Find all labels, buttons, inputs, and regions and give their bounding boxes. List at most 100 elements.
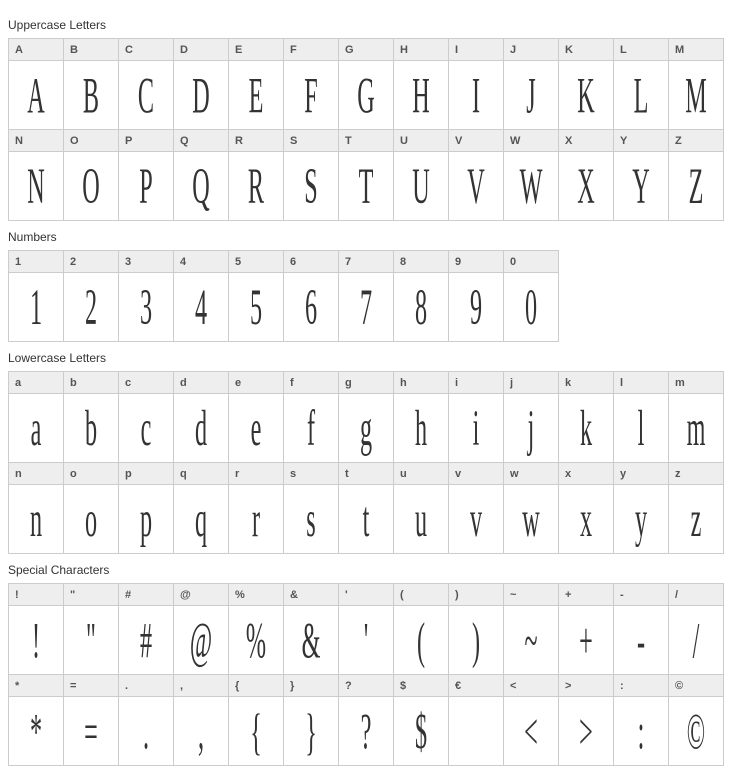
glyph-cell: ww — [503, 462, 559, 554]
glyph-cell-glyph: + — [571, 601, 601, 679]
glyph-cell-glyph: u — [406, 480, 436, 558]
glyph-cell: OO — [63, 129, 119, 221]
glyph-cell: (( — [393, 583, 449, 675]
glyph-cell: gg — [338, 371, 394, 463]
glyph-cell: DD — [173, 38, 229, 130]
glyph-cell-glyph: a — [21, 389, 51, 467]
glyph-cell: RR — [228, 129, 284, 221]
glyph-cell: rr — [228, 462, 284, 554]
glyph-cell-glyph: . — [131, 692, 161, 770]
glyph-cell: -- — [613, 583, 669, 675]
glyph-cell-glyph: 9 — [461, 268, 491, 346]
glyph-cell: UU — [393, 129, 449, 221]
glyph-cell: SS — [283, 129, 339, 221]
glyph-cell-glyph: & — [296, 601, 326, 679]
glyph-cell: ii — [448, 371, 504, 463]
glyph-cell-glyph: i — [461, 389, 491, 467]
glyph-cell-glyph: G — [351, 56, 381, 134]
glyph-cell: FF — [283, 38, 339, 130]
glyph-cell-glyph: F — [296, 56, 326, 134]
glyph-cell: 11 — [8, 250, 64, 342]
glyph-cell: 99 — [448, 250, 504, 342]
glyph-cell: bb — [63, 371, 119, 463]
glyph-cell-glyph: ( — [406, 601, 436, 679]
glyph-cell: ## — [118, 583, 174, 675]
glyph-cell-glyph: W — [516, 147, 546, 225]
special-section: Special Characters !!""##@@%%&&''(())~~+… — [8, 563, 740, 765]
glyph-cell-glyph: V — [461, 147, 491, 225]
glyph-cell: // — [668, 583, 724, 675]
numbers-section: Numbers 11223344556677889900 — [8, 230, 740, 341]
lowercase-section: Lowercase Letters aabbccddeeffgghhiijjkk… — [8, 351, 740, 553]
glyph-cell: ee — [228, 371, 284, 463]
glyph-cell-glyph: d — [186, 389, 216, 467]
glyph-cell: 00 — [503, 250, 559, 342]
glyph-cell-glyph: e — [241, 389, 271, 467]
glyph-cell-glyph: J — [516, 56, 546, 134]
glyph-cell-glyph: z — [681, 480, 711, 558]
glyph-cell: ++ — [558, 583, 614, 675]
glyph-cell: mm — [668, 371, 724, 463]
uppercase-title: Uppercase Letters — [8, 18, 740, 32]
glyph-cell-glyph: s — [296, 480, 326, 558]
glyph-cell: 77 — [338, 250, 394, 342]
glyph-cell: ff — [283, 371, 339, 463]
glyph-cell: %% — [228, 583, 284, 675]
glyph-cell: !! — [8, 583, 64, 675]
glyph-cell-glyph: h — [406, 389, 436, 467]
glyph-cell: {{ — [228, 674, 284, 766]
glyph-cell-glyph: o — [76, 480, 106, 558]
glyph-cell: hh — [393, 371, 449, 463]
glyph-cell: << — [503, 674, 559, 766]
glyph-cell-glyph: 5 — [241, 268, 271, 346]
glyph-cell-glyph: Y — [626, 147, 656, 225]
glyph-cell-glyph: K — [571, 56, 601, 134]
glyph-cell: 33 — [118, 250, 174, 342]
glyph-cell-glyph: { — [241, 692, 271, 770]
glyph-cell-glyph: f — [296, 389, 326, 467]
glyph-cell: oo — [63, 462, 119, 554]
special-title: Special Characters — [8, 563, 740, 577]
glyph-cell-glyph: / — [681, 601, 711, 679]
glyph-cell: vv — [448, 462, 504, 554]
glyph-cell-glyph: O — [76, 147, 106, 225]
glyph-cell-glyph: A — [21, 56, 51, 134]
glyph-cell: CC — [118, 38, 174, 130]
glyph-cell-glyph: 3 — [131, 268, 161, 346]
glyph-cell: >> — [558, 674, 614, 766]
glyph-cell: :: — [613, 674, 669, 766]
numbers-title: Numbers — [8, 230, 740, 244]
glyph-cell-glyph: 4 — [186, 268, 216, 346]
glyph-cell: MM — [668, 38, 724, 130]
glyph-cell-glyph: x — [571, 480, 601, 558]
glyph-cell: VV — [448, 129, 504, 221]
glyph-cell: PP — [118, 129, 174, 221]
glyph-cell-glyph: y — [626, 480, 656, 558]
glyph-cell-glyph: - — [626, 601, 656, 679]
glyph-cell-glyph: 8 — [406, 268, 436, 346]
glyph-cell-glyph: R — [241, 147, 271, 225]
glyph-cell-glyph: C — [131, 56, 161, 134]
glyph-cell: TT — [338, 129, 394, 221]
glyph-cell-glyph: c — [131, 389, 161, 467]
glyph-cell: LL — [613, 38, 669, 130]
glyph-cell: ss — [283, 462, 339, 554]
numbers-grid: 11223344556677889900 — [8, 250, 740, 341]
glyph-cell-glyph: E — [241, 56, 271, 134]
glyph-cell-glyph: T — [351, 147, 381, 225]
glyph-cell: nn — [8, 462, 64, 554]
glyph-cell: ** — [8, 674, 64, 766]
glyph-cell-glyph: © — [681, 692, 711, 770]
glyph-cell: ~~ — [503, 583, 559, 675]
glyph-cell: )) — [448, 583, 504, 675]
glyph-cell: $$ — [393, 674, 449, 766]
glyph-cell: € — [448, 674, 504, 766]
glyph-cell: kk — [558, 371, 614, 463]
glyph-cell-glyph: w — [516, 480, 546, 558]
glyph-cell: EE — [228, 38, 284, 130]
glyph-cell: .. — [118, 674, 174, 766]
glyph-cell-glyph: ! — [21, 601, 51, 679]
glyph-cell: dd — [173, 371, 229, 463]
glyph-cell-glyph: U — [406, 147, 436, 225]
glyph-cell-glyph: 2 — [76, 268, 106, 346]
